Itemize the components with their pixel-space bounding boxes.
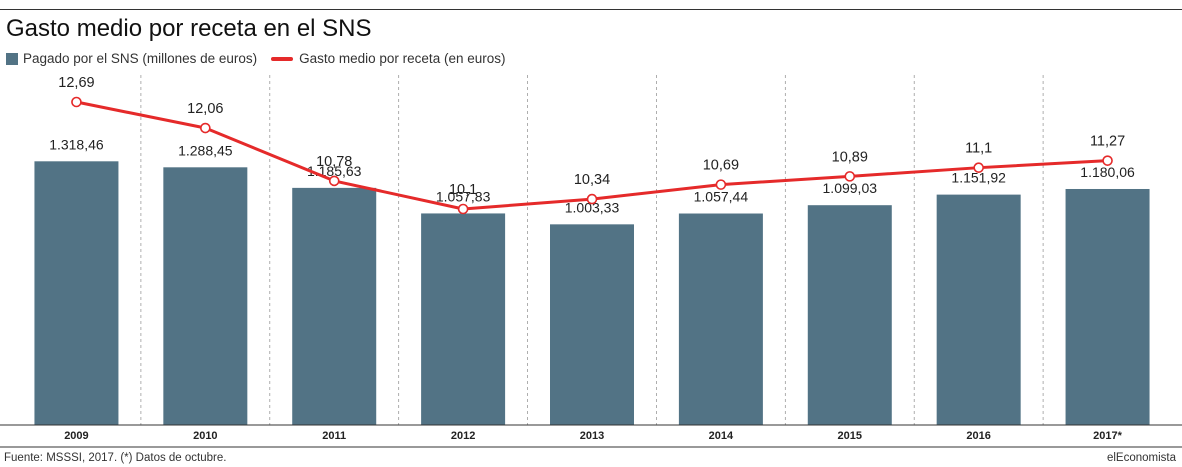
line-value-label: 12,69 <box>58 75 94 91</box>
bar-value-label: 1.057,83 <box>436 188 491 204</box>
line-point-2014 <box>715 179 727 190</box>
line-value-label: 10,1 <box>449 182 477 198</box>
bar-2016 <box>936 194 1021 425</box>
bar-2017* <box>1065 188 1150 425</box>
bar-2012 <box>421 213 506 425</box>
chart-title: Gasto medio por receta en el SNS <box>6 15 372 42</box>
source-note: Fuente: MSSSI, 2017. (*) Datos de octubr… <box>4 452 227 464</box>
bar-2013 <box>550 224 634 425</box>
category-label-2012: 2012 <box>451 430 475 442</box>
line-point-2013 <box>586 193 598 205</box>
line-point-2017* <box>1102 155 1113 166</box>
line-value-label: 11,1 <box>965 141 992 157</box>
line-point-2016 <box>973 162 984 173</box>
line-value-label: 10,34 <box>574 172 610 188</box>
line-point-2010 <box>200 122 211 134</box>
category-label-2009: 2009 <box>64 430 88 442</box>
bar-value-label: 1.180,06 <box>1080 164 1135 180</box>
bar-2009 <box>34 161 119 426</box>
line-value-label: 10,89 <box>832 149 868 165</box>
bar-value-label: 1.288,45 <box>178 142 233 158</box>
line-value-label: 11,27 <box>1090 134 1125 150</box>
legend: Pagado por el SNS (millones de euros) Ga… <box>6 51 505 66</box>
legend-line-swatch <box>271 56 294 61</box>
line-value-label: 10,69 <box>703 158 739 174</box>
line-point-2015 <box>844 171 856 182</box>
bar-value-label: 1.318,46 <box>49 136 104 152</box>
line-value-label: 12,06 <box>187 101 223 117</box>
legend-bar-label: Pagado por el SNS (millones de euros) <box>23 51 258 66</box>
line-point-2011 <box>328 175 340 187</box>
category-label-2013: 2013 <box>580 430 604 442</box>
category-label-2015: 2015 <box>838 430 862 442</box>
bar-2011 <box>292 187 377 425</box>
bar-2015 <box>807 205 892 425</box>
category-label-2011: 2011 <box>322 430 346 442</box>
bar-value-label: 1.099,03 <box>823 180 878 196</box>
bar-value-label: 1.057,44 <box>694 189 749 205</box>
bar-value-label: 1.151,92 <box>951 170 1006 186</box>
bar-value-label: 1.003,33 <box>565 199 620 215</box>
legend-bar-swatch <box>6 52 18 65</box>
line-point-2012 <box>457 203 469 215</box>
category-label-2010: 2010 <box>193 430 217 442</box>
line-point-2009 <box>71 96 82 108</box>
category-label-2014: 2014 <box>709 430 734 442</box>
bar-2014 <box>678 213 763 425</box>
category-label-2017*: 2017* <box>1093 430 1122 442</box>
line-value-label: 10,78 <box>316 154 352 170</box>
top-rule <box>0 9 1182 10</box>
category-label-2016: 2016 <box>966 430 990 442</box>
legend-line-label: Gasto medio por receta (en euros) <box>299 51 506 66</box>
brand-logo: elEconomista <box>1106 452 1176 464</box>
bar-2010 <box>163 167 248 425</box>
